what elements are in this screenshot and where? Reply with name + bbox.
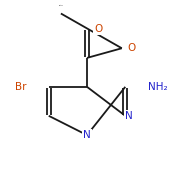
Text: Br: Br xyxy=(15,82,26,92)
Text: N: N xyxy=(83,130,91,140)
Text: NH₂: NH₂ xyxy=(148,82,168,92)
Text: methyl: methyl xyxy=(58,5,63,6)
Text: O: O xyxy=(94,24,102,34)
Text: O: O xyxy=(127,43,135,53)
Text: N: N xyxy=(125,111,133,121)
